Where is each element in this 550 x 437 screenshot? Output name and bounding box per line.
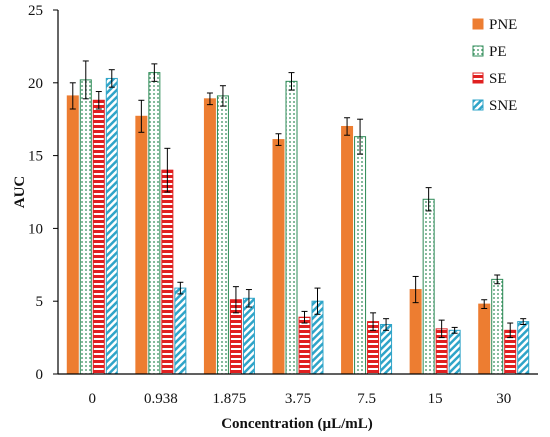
bar-pe-4 (354, 136, 367, 375)
legend-label-sne: SNE (489, 98, 517, 114)
y-tick-label: 20 (28, 76, 43, 92)
legend-swatch-sne (472, 99, 484, 111)
bar-pe-6 (491, 278, 504, 375)
bar-pne-0 (66, 95, 79, 375)
bar-se-3 (298, 316, 311, 375)
y-tick-label: 15 (28, 149, 43, 165)
y-tick-label: 5 (36, 294, 44, 310)
legend-label-se: SE (489, 71, 507, 87)
y-tick-label: 25 (28, 3, 43, 19)
x-tick-label: 0.938 (144, 391, 178, 407)
bar-sne-0 (105, 77, 118, 375)
legend: PNE PE SE SNE (472, 17, 517, 114)
plot-area (66, 60, 530, 375)
bar-pne-1 (135, 115, 148, 375)
bar-sne-4 (380, 323, 393, 375)
bar-pne-6 (478, 303, 491, 375)
legend-label-pne: PNE (489, 17, 517, 33)
y-axis-title: AUC (12, 176, 28, 209)
bar-pe-5 (422, 198, 435, 375)
x-tick-label: 15 (428, 391, 443, 407)
bar-sne-6 (517, 321, 530, 375)
bar-pne-4 (341, 125, 354, 375)
legend-swatch-pne (472, 18, 484, 30)
bar-se-0 (92, 99, 105, 375)
x-tick-label: 7.5 (357, 391, 376, 407)
axes: 0 0.938 1.875 3.75 7.5 15 30 0 5 10 15 20 25 (28, 3, 538, 407)
bar-pe-3 (285, 80, 298, 375)
legend-label-pe: PE (489, 44, 507, 60)
bar-se-1 (161, 169, 174, 375)
x-tick-label: 30 (496, 391, 511, 407)
x-tick-label: 3.75 (285, 391, 311, 407)
legend-swatch-pe (472, 45, 484, 57)
x-axis-title: Concentration (µL/mL) (221, 416, 373, 432)
x-tick-label: 0 (89, 391, 97, 407)
y-tick-label: 10 (28, 221, 43, 237)
bar-pe-1 (148, 72, 161, 375)
y-tick-label: 0 (36, 367, 44, 383)
bar-sne-2 (242, 297, 255, 375)
bar-pne-3 (272, 139, 285, 375)
bar-sne-5 (448, 329, 461, 375)
bar-pe-2 (216, 95, 229, 375)
legend-swatch-se (472, 72, 484, 84)
x-tick-label: 1.875 (213, 391, 247, 407)
bar-sne-1 (174, 287, 187, 375)
bar-pne-2 (203, 98, 216, 375)
bar-pe-0 (79, 79, 92, 375)
